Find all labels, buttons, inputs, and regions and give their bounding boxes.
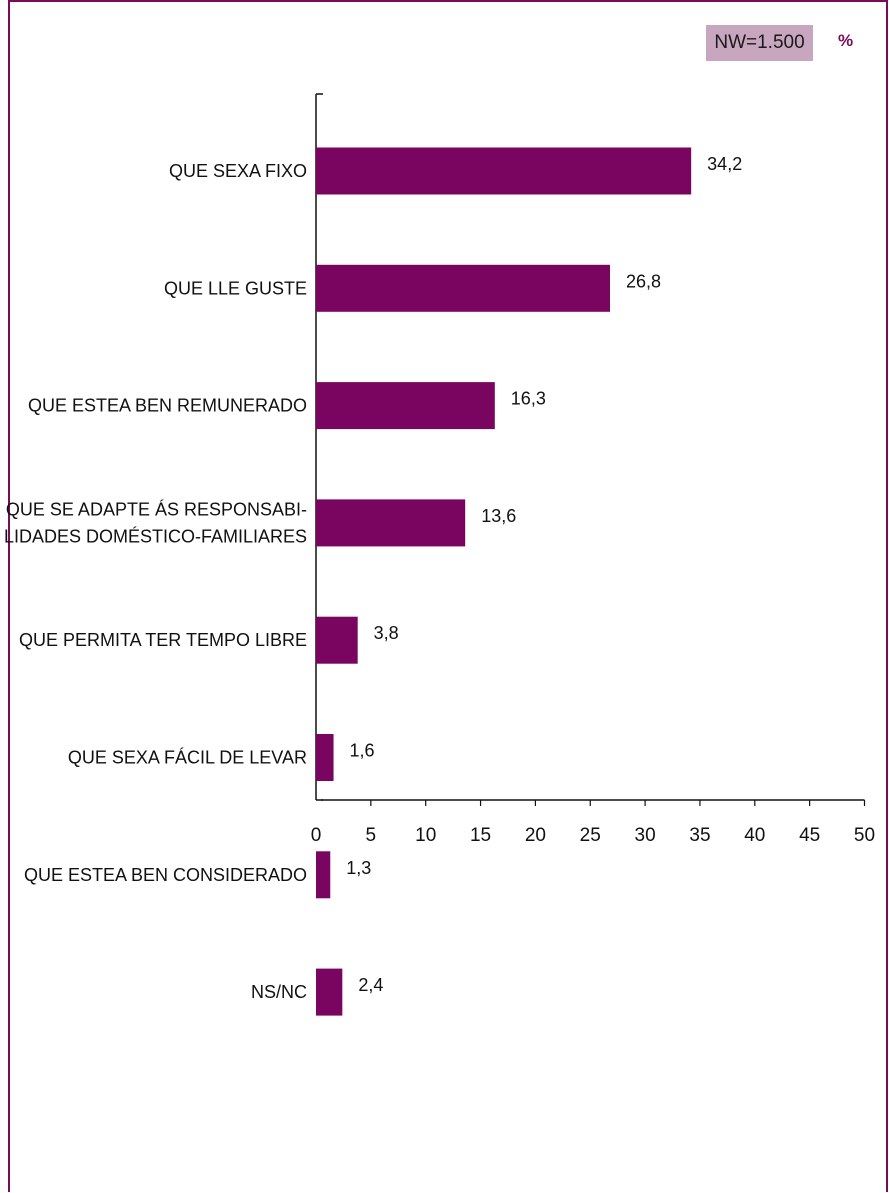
- chart-frame: [8, 0, 888, 1192]
- x-tick-label: 0: [311, 825, 322, 846]
- bar: [316, 851, 331, 899]
- sample-size-label: NW=1.500: [714, 32, 805, 53]
- bar: [316, 499, 466, 547]
- bar: [316, 264, 610, 312]
- x-tick-label: 40: [744, 825, 765, 846]
- bar-value-label: 2,4: [358, 975, 383, 995]
- x-tick-label: 5: [366, 825, 377, 846]
- x-tick-label: 10: [415, 825, 436, 846]
- x-tick-label: 25: [580, 825, 601, 846]
- category-label: QUE LLE GUSTE: [164, 278, 307, 298]
- unit-label: %: [838, 31, 854, 50]
- bar-value-label: 16,3: [511, 389, 546, 409]
- bar-value-label: 13,6: [481, 506, 516, 526]
- sample-size-badge: NW=1.500: [706, 25, 813, 61]
- bar: [316, 147, 692, 195]
- category-label: QUE SE ADAPTE ÁS RESPONSABI-: [6, 499, 307, 519]
- bar-value-label: 26,8: [626, 271, 661, 291]
- x-tick-label: 30: [635, 825, 656, 846]
- category-label: QUE ESTEA BEN REMUNERADO: [28, 396, 307, 416]
- category-label: QUE PERMITA TER TEMPO LIBRE: [19, 630, 307, 650]
- bar-value-label: 3,8: [374, 623, 399, 643]
- category-label: NS/NC: [251, 982, 307, 1002]
- bar-value-label: 1,6: [350, 741, 375, 761]
- x-tick-label: 15: [470, 825, 491, 846]
- bar: [316, 734, 334, 781]
- category-label: QUE SEXA FIXO: [169, 161, 307, 181]
- category-label: LIDADES DOMÉSTICO-FAMILIARES: [4, 526, 307, 546]
- bar: [316, 382, 495, 430]
- x-tick-label: 20: [525, 825, 546, 846]
- x-tick-label: 35: [689, 825, 710, 846]
- x-tick-label: 50: [854, 825, 875, 846]
- category-label: QUE ESTEA BEN CONSIDERADO: [24, 865, 307, 885]
- bar-value-label: 34,2: [707, 154, 742, 174]
- x-tick-label: 45: [799, 825, 820, 846]
- bar: [316, 968, 343, 1016]
- bar-value-label: 1,3: [346, 858, 371, 878]
- bar: [316, 616, 358, 664]
- category-label: QUE SEXA FÁCIL DE LEVAR: [68, 748, 307, 768]
